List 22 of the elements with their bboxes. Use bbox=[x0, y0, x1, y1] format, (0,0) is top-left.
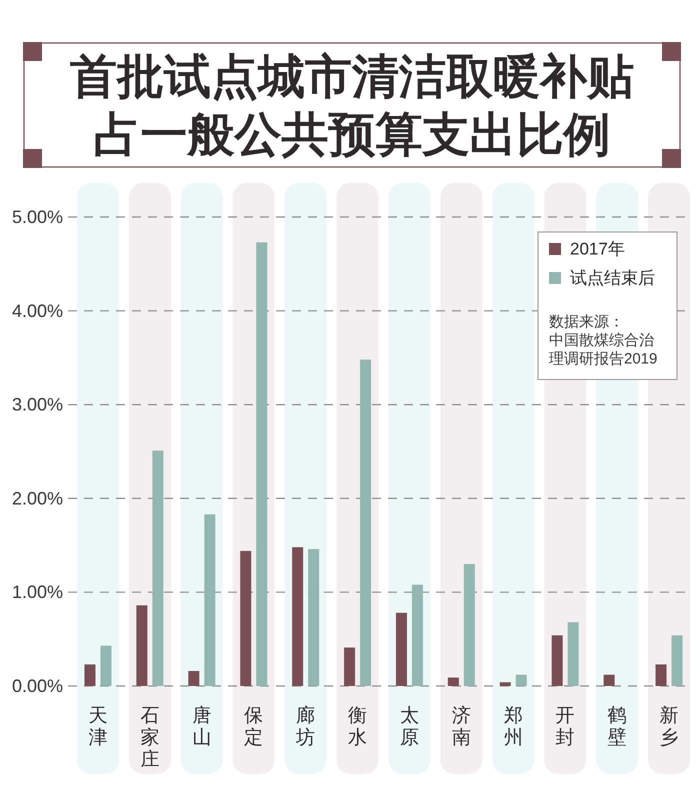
title: 首批试点城市清洁取暖补贴占一般公共预算支出比例 bbox=[70, 50, 634, 160]
ytick: 1.00% bbox=[12, 582, 63, 602]
xtick: 鹤壁 bbox=[608, 706, 627, 748]
xtick: 天津 bbox=[88, 706, 108, 748]
xtick: 郑州 bbox=[504, 706, 523, 748]
legend-label: 2017年 bbox=[570, 240, 625, 258]
ytick: 5.00% bbox=[12, 207, 63, 227]
legend-label: 试点结束后 bbox=[570, 268, 655, 288]
xtick: 唐山 bbox=[192, 706, 212, 748]
ytick: 0.00% bbox=[12, 676, 63, 696]
xtick: 保定 bbox=[244, 706, 264, 748]
ytick: 4.00% bbox=[12, 300, 63, 321]
xtick: 衡水 bbox=[348, 706, 368, 748]
xtick: 太原 bbox=[400, 706, 419, 748]
xtick: 济南 bbox=[452, 706, 471, 748]
xtick: 石家庄 bbox=[140, 706, 160, 770]
xtick: 廊坊 bbox=[296, 706, 316, 748]
annotation: 数据来源：中国散煤综合治理调研报告2019 bbox=[549, 314, 658, 368]
ytick: 2.00% bbox=[12, 488, 63, 508]
xtick: 开封 bbox=[556, 706, 575, 748]
ytick: 3.00% bbox=[12, 394, 63, 415]
xtick: 新乡 bbox=[660, 706, 679, 748]
